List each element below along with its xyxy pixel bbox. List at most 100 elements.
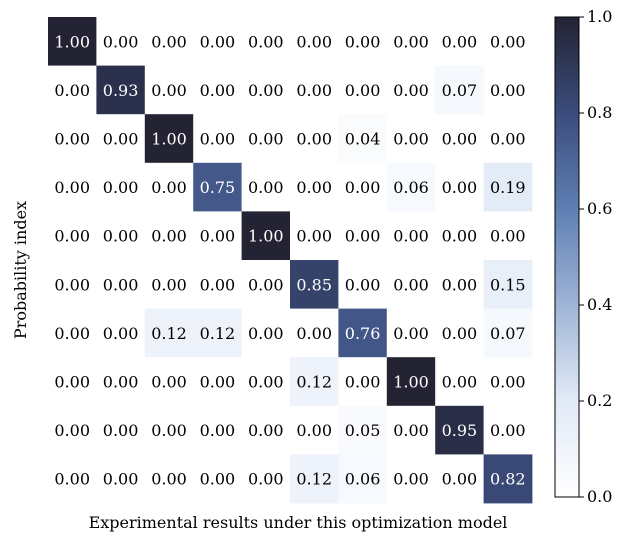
heatmap-cell — [290, 357, 339, 407]
heatmap-cell — [241, 65, 291, 115]
heatmap-cell-label: 0.00 — [103, 324, 139, 343]
heatmap-cell — [435, 308, 484, 358]
heatmap-cell — [193, 17, 242, 66]
heatmap-cell — [483, 17, 533, 66]
heatmap-cell-label: 0.00 — [345, 178, 381, 197]
heatmap-cell — [483, 308, 533, 358]
heatmap-cell — [386, 17, 436, 66]
heatmap-cell — [48, 114, 97, 164]
heatmap-cell — [338, 260, 388, 309]
heatmap-cell — [386, 260, 436, 309]
heatmap-cell-label: 0.04 — [345, 130, 381, 149]
heatmap-cell-label: 0.00 — [393, 275, 429, 294]
heatmap-cell — [96, 162, 146, 212]
heatmap-cell — [48, 405, 97, 455]
heatmap-cell-label: 0.00 — [248, 324, 284, 343]
colorbar: 0.0 0.2 0.4 0.6 0.8 1.0 — [554, 7, 612, 506]
heatmap-cell — [338, 114, 388, 164]
heatmap-cell — [386, 308, 436, 358]
heatmap-cell — [241, 357, 291, 407]
heatmap-cell-label: 0.00 — [103, 32, 139, 51]
heatmap-cell-label: 0.12 — [296, 373, 332, 392]
heatmap-cell — [290, 454, 339, 504]
heatmap-cell-label: 0.12 — [296, 470, 332, 489]
heatmap-cell-label: 0.00 — [151, 275, 187, 294]
heatmap-cell-label: 0.00 — [393, 130, 429, 149]
heatmap-cell-label: 0.00 — [103, 275, 139, 294]
heatmap-cell-label: 0.00 — [151, 178, 187, 197]
heatmap-cell — [338, 405, 388, 455]
colorbar-tick-label: 0.6 — [587, 199, 612, 218]
heatmap-cell-label: 0.00 — [490, 373, 526, 392]
heatmap-cell — [290, 162, 339, 212]
heatmap-cell-label: 0.00 — [54, 227, 90, 246]
heatmap-cell-label: 0.93 — [103, 81, 139, 100]
heatmap-cell — [483, 405, 533, 455]
heatmap-cell — [96, 211, 146, 261]
y-axis-label: Probability index — [11, 201, 30, 339]
heatmap-cell — [435, 260, 484, 309]
heatmap-cell — [338, 211, 388, 261]
heatmap-cell-label: 0.00 — [345, 81, 381, 100]
heatmap-cell — [193, 65, 242, 115]
colorbar-tick-label: 0.8 — [587, 103, 612, 122]
heatmap-cell-label: 0.00 — [248, 373, 284, 392]
heatmap-cell-label: 0.00 — [296, 421, 332, 440]
heatmap-cell — [241, 454, 291, 504]
heatmap-cell-label: 0.00 — [442, 373, 478, 392]
heatmap-cell-label: 0.00 — [248, 178, 284, 197]
heatmap-cell-label: 0.85 — [296, 275, 332, 294]
heatmap-cell-label: 0.00 — [151, 32, 187, 51]
heatmap-cell-label: 0.00 — [296, 130, 332, 149]
heatmap-cell-label: 0.00 — [442, 324, 478, 343]
heatmap-cell — [290, 308, 339, 358]
heatmap-cell — [144, 211, 194, 261]
heatmap-cell-label: 0.00 — [490, 227, 526, 246]
heatmap-cell-label: 0.06 — [393, 178, 429, 197]
heatmap-cell-label: 0.95 — [442, 421, 478, 440]
heatmap-cell-label: 0.00 — [248, 470, 284, 489]
heatmap-cell-label: 0.00 — [442, 227, 478, 246]
heatmap-cell-label: 0.00 — [103, 130, 139, 149]
heatmap-cell-label: 0.00 — [54, 470, 90, 489]
heatmap-cell-label: 0.00 — [490, 81, 526, 100]
heatmap-cell — [483, 162, 533, 212]
heatmap-cell — [338, 308, 388, 358]
heatmap-cell — [241, 162, 291, 212]
heatmap-cell — [435, 211, 484, 261]
heatmap-cell — [290, 405, 339, 455]
heatmap-cell-label: 0.00 — [54, 130, 90, 149]
heatmap-cell-label: 0.00 — [103, 373, 139, 392]
heatmap-cell — [193, 405, 242, 455]
heatmap-cell-label: 0.00 — [393, 81, 429, 100]
heatmap-cell — [48, 454, 97, 504]
heatmap-cells: 1.00 0.00 0.00 0.00 0.00 0.00 0.00 0.00 0.00 0.00… — [48, 17, 533, 504]
heatmap-cell-label: 0.00 — [200, 373, 236, 392]
heatmap-cell — [193, 211, 242, 261]
heatmap-cell — [483, 454, 533, 504]
heatmap-cell — [96, 17, 146, 66]
heatmap-cell — [193, 308, 242, 358]
heatmap-cell — [96, 357, 146, 407]
heatmap-cell-label: 0.00 — [296, 81, 332, 100]
heatmap-cell — [483, 211, 533, 261]
heatmap-cell — [193, 260, 242, 309]
heatmap-cell — [96, 114, 146, 164]
colorbar-gradient — [554, 16, 580, 498]
heatmap-cell-label: 0.00 — [393, 227, 429, 246]
colorbar-tick-label: 0.2 — [587, 391, 612, 410]
heatmap-cell-label: 0.00 — [490, 421, 526, 440]
heatmap-cell-label: 0.76 — [345, 324, 381, 343]
heatmap-cell-label: 0.00 — [200, 130, 236, 149]
heatmap-cell-label: 0.00 — [54, 178, 90, 197]
heatmap-cell-label: 0.00 — [200, 470, 236, 489]
heatmap-cell-label: 0.00 — [345, 32, 381, 51]
heatmap-cell — [241, 114, 291, 164]
heatmap-cell — [96, 65, 146, 115]
heatmap-cell — [48, 211, 97, 261]
heatmap-cell-label: 0.00 — [151, 227, 187, 246]
heatmap-cell-label: 0.00 — [103, 421, 139, 440]
heatmap-cell — [290, 65, 339, 115]
heatmap-cell — [386, 405, 436, 455]
heatmap-cell-label: 0.00 — [490, 130, 526, 149]
